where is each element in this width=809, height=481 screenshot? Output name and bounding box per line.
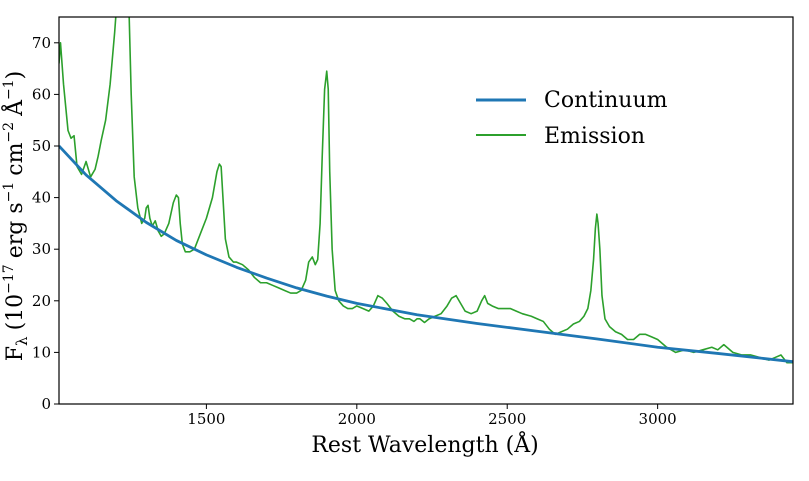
y-tick-label: 20 — [32, 292, 51, 310]
legend-label-continuum: Continuum — [544, 88, 668, 113]
y-tick-label: 60 — [32, 85, 51, 103]
y-tick-label: 10 — [32, 343, 51, 361]
x-tick-label: 2500 — [488, 410, 526, 428]
legend: Continuum Emission — [476, 88, 668, 149]
plot-area — [59, 17, 793, 364]
emission-series-line — [59, 17, 793, 364]
y-tick-label: 0 — [41, 395, 51, 413]
x-tick-label: 2000 — [338, 410, 376, 428]
y-axis-label: Fλ(10−17erg s−1cm−2Å−1) — [0, 71, 31, 361]
x-axis-label: Rest Wavelength (Å) — [311, 430, 538, 458]
y-tick-label: 30 — [32, 240, 51, 258]
continuum-series-line — [59, 145, 793, 364]
x-tick-label: 1500 — [187, 410, 225, 428]
y-tick-label: 50 — [32, 137, 51, 155]
plot-frame — [58, 16, 794, 405]
legend-label-emission: Emission — [544, 124, 645, 149]
x-axis-ticks: 1500 2000 2500 3000 — [187, 404, 677, 428]
y-tick-label: 40 — [32, 189, 51, 207]
y-tick-label: 70 — [32, 34, 51, 52]
x-tick-label: 3000 — [639, 410, 677, 428]
y-axis-ticks: 0 10 20 30 40 50 60 70 — [32, 34, 59, 413]
